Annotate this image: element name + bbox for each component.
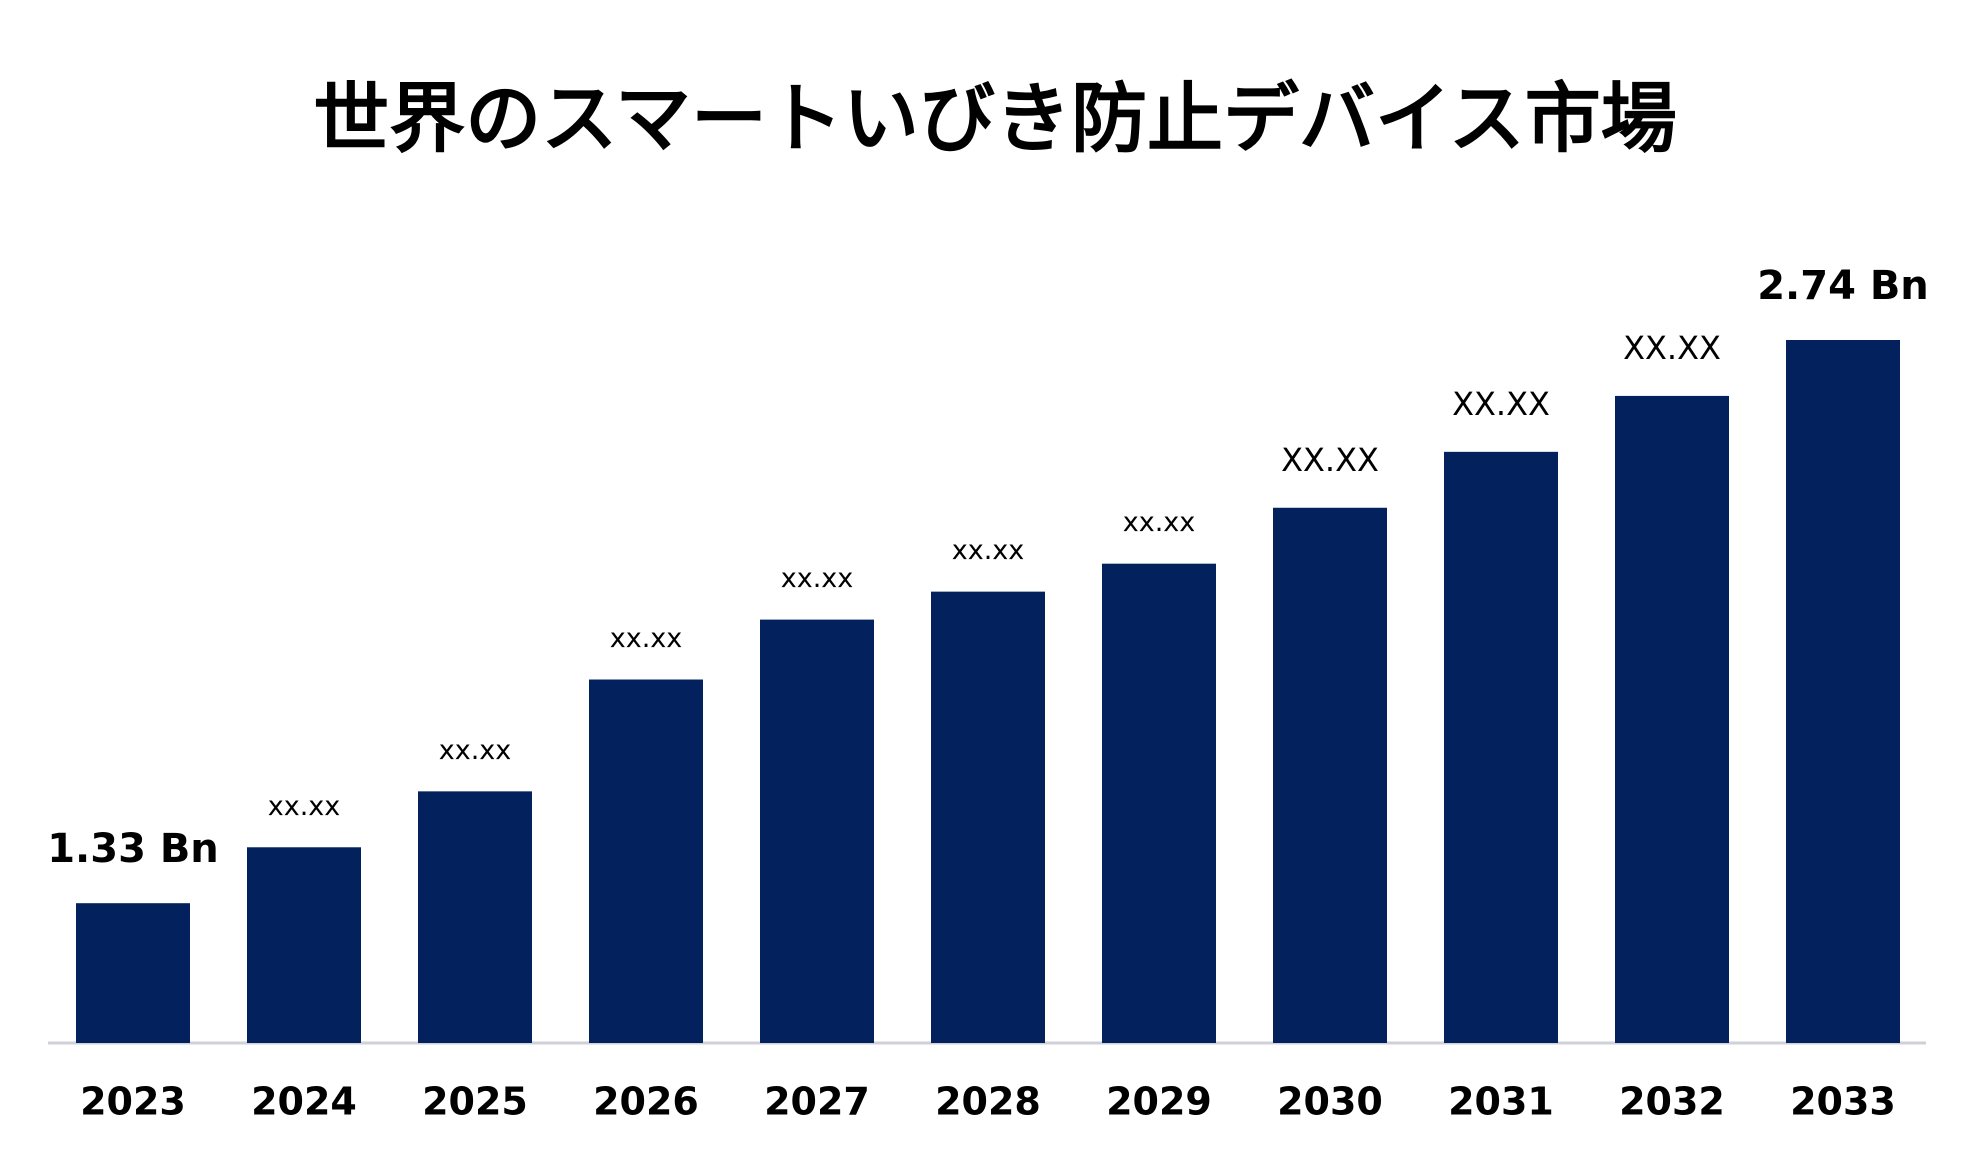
- value-label: XX.XX: [1623, 329, 1721, 367]
- bar: [1273, 507, 1387, 1043]
- value-label: XX.XX: [1452, 385, 1550, 423]
- value-label: XX.XX: [1281, 441, 1379, 479]
- bar: [1615, 395, 1729, 1044]
- x-tick-label: 2023: [80, 1080, 186, 1124]
- bar: [418, 791, 532, 1043]
- chart-title: 世界のスマートいびき防止デバイス市場: [313, 74, 1676, 163]
- bar: [760, 619, 874, 1043]
- bar: [1786, 340, 1900, 1043]
- bar: [76, 903, 190, 1043]
- value-label: xx.xx: [268, 791, 341, 822]
- x-tick-label: 2029: [1106, 1080, 1212, 1124]
- x-tick-label: 2033: [1790, 1080, 1896, 1124]
- x-tick-label: 2024: [251, 1080, 357, 1124]
- bar: [1102, 563, 1216, 1043]
- x-tick-label: 2027: [764, 1080, 870, 1124]
- bar: [589, 679, 703, 1043]
- value-label: xx.xx: [610, 623, 683, 654]
- value-label: xx.xx: [952, 535, 1025, 566]
- bar: [931, 591, 1045, 1043]
- value-label: 1.33 Bn: [47, 826, 219, 872]
- x-tick-label: 2025: [422, 1080, 528, 1124]
- x-tick-label: 2028: [935, 1080, 1041, 1124]
- bar: [247, 847, 361, 1043]
- x-tick-label: 2032: [1619, 1080, 1725, 1124]
- bar: [1444, 451, 1558, 1043]
- x-tick-label: 2031: [1448, 1080, 1554, 1124]
- value-label: xx.xx: [1123, 507, 1196, 538]
- x-tick-label: 2026: [593, 1080, 699, 1124]
- value-label: xx.xx: [781, 563, 854, 594]
- x-tick-label: 2030: [1277, 1080, 1383, 1124]
- value-label: 2.74 Bn: [1757, 263, 1929, 309]
- value-label: xx.xx: [439, 735, 512, 766]
